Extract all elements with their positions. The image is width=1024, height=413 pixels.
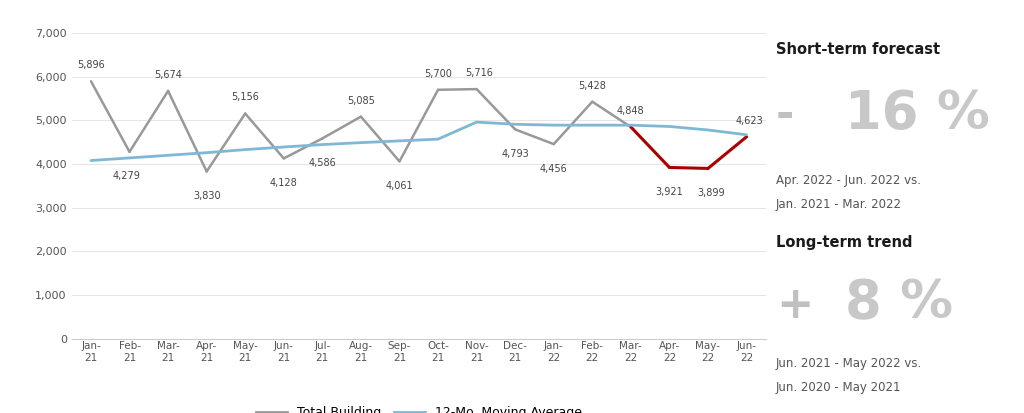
Text: 16 %: 16 % (845, 88, 990, 140)
Text: 4,128: 4,128 (270, 178, 298, 188)
Text: 8 %: 8 % (845, 278, 953, 330)
Text: Short-term forecast: Short-term forecast (776, 42, 940, 57)
Text: Apr. 2022 - Jun. 2022 vs.: Apr. 2022 - Jun. 2022 vs. (776, 173, 921, 187)
Text: Jun. 2020 - May 2021: Jun. 2020 - May 2021 (776, 382, 901, 394)
Text: 3,830: 3,830 (193, 191, 220, 201)
Legend: Total Building, 12-Mo. Moving Average: Total Building, 12-Mo. Moving Average (251, 401, 587, 413)
Text: 4,623: 4,623 (735, 116, 763, 126)
Text: 4,061: 4,061 (386, 181, 414, 191)
Text: 5,674: 5,674 (155, 70, 182, 80)
Text: 4,793: 4,793 (502, 149, 529, 159)
Text: 4,456: 4,456 (540, 164, 567, 173)
Text: 4,848: 4,848 (617, 106, 645, 116)
Text: 5,085: 5,085 (347, 95, 375, 106)
Text: 3,921: 3,921 (655, 187, 683, 197)
Text: 3,899: 3,899 (697, 188, 725, 198)
Text: 5,896: 5,896 (77, 60, 104, 70)
Text: Jan. 2021 - Mar. 2022: Jan. 2021 - Mar. 2022 (776, 198, 902, 211)
Text: 4,586: 4,586 (308, 158, 336, 168)
Text: 4,279: 4,279 (113, 171, 140, 181)
Text: Long-term trend: Long-term trend (776, 235, 912, 250)
Text: 5,156: 5,156 (231, 93, 259, 102)
Text: +: + (776, 284, 813, 327)
Text: 5,716: 5,716 (466, 68, 494, 78)
Text: 5,428: 5,428 (579, 81, 606, 90)
Text: -: - (776, 94, 795, 137)
Text: 5,700: 5,700 (424, 69, 452, 79)
Text: Jun. 2021 - May 2022 vs.: Jun. 2021 - May 2022 vs. (776, 357, 922, 370)
